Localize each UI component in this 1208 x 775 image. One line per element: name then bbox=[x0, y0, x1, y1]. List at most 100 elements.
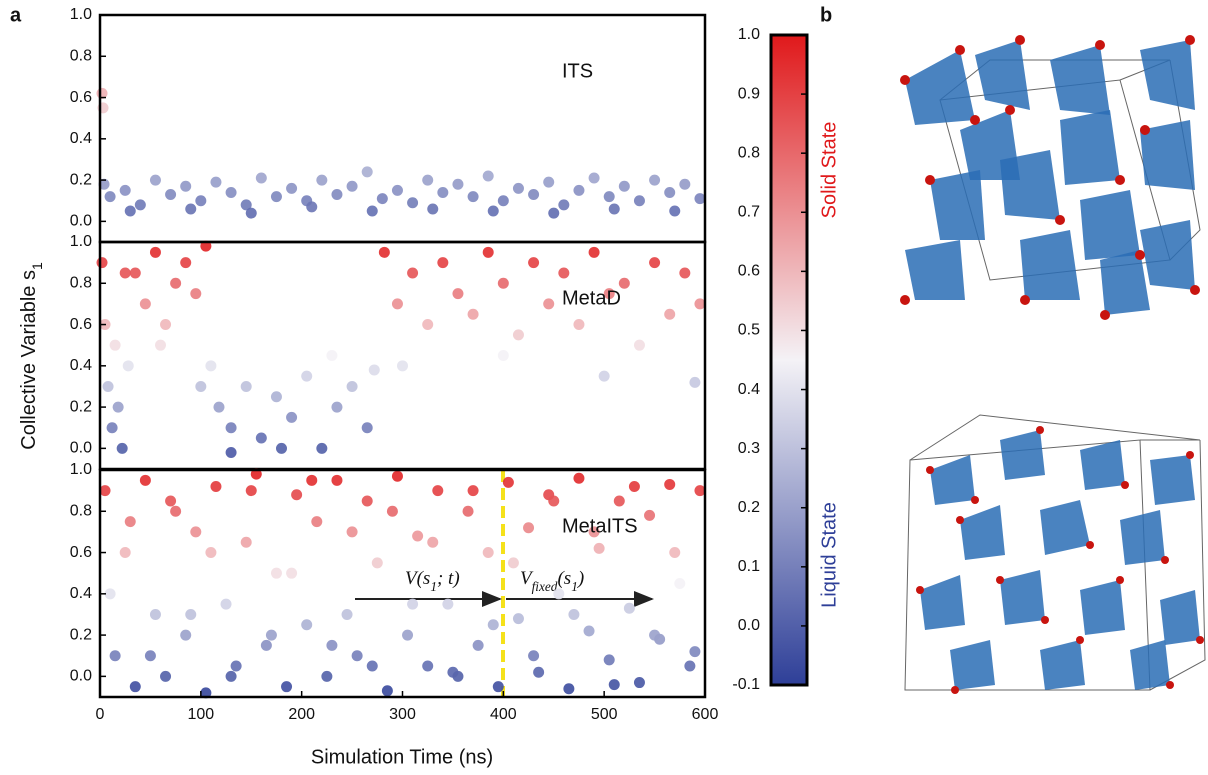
point bbox=[452, 178, 464, 190]
point bbox=[240, 380, 252, 392]
point bbox=[112, 401, 124, 413]
point bbox=[563, 683, 575, 695]
point bbox=[437, 186, 449, 198]
point bbox=[139, 298, 151, 310]
point bbox=[442, 598, 454, 610]
point bbox=[316, 174, 328, 186]
subscript: fixed bbox=[532, 579, 558, 594]
point bbox=[225, 422, 237, 434]
point bbox=[432, 485, 444, 497]
point bbox=[613, 495, 625, 507]
point bbox=[422, 660, 434, 672]
point bbox=[633, 677, 645, 689]
point bbox=[210, 481, 222, 493]
point bbox=[321, 670, 333, 682]
point bbox=[180, 629, 192, 641]
x-tick-label: 100 bbox=[187, 706, 214, 723]
point bbox=[270, 391, 282, 403]
point bbox=[116, 442, 128, 454]
point bbox=[276, 442, 287, 454]
subscript: 1 bbox=[29, 262, 45, 270]
point bbox=[669, 205, 681, 217]
point bbox=[265, 629, 277, 641]
point bbox=[149, 174, 161, 186]
point bbox=[245, 485, 257, 497]
subscript: 1 bbox=[430, 579, 437, 594]
point bbox=[165, 495, 177, 507]
colorbar-tick-label: 0.6 bbox=[738, 263, 760, 280]
text-part: ; t) bbox=[437, 568, 460, 589]
point bbox=[326, 639, 338, 651]
point bbox=[664, 478, 676, 490]
point bbox=[492, 681, 504, 693]
point bbox=[548, 207, 560, 219]
point bbox=[270, 567, 282, 579]
point bbox=[361, 495, 373, 507]
point bbox=[603, 288, 615, 300]
point bbox=[205, 547, 217, 559]
point bbox=[286, 182, 298, 194]
point bbox=[106, 422, 118, 434]
x-tick-label: 200 bbox=[288, 706, 315, 723]
point bbox=[240, 199, 252, 211]
point bbox=[558, 267, 570, 279]
point bbox=[497, 350, 509, 361]
point bbox=[497, 277, 509, 289]
point bbox=[225, 186, 237, 198]
point bbox=[281, 681, 293, 693]
state-label: Solid State bbox=[818, 122, 840, 219]
point bbox=[378, 246, 390, 258]
subscript: 1 bbox=[571, 579, 578, 594]
point bbox=[155, 339, 166, 351]
point bbox=[593, 542, 605, 554]
colorbar-tick-label: 0.3 bbox=[738, 440, 760, 457]
point bbox=[381, 685, 393, 697]
point bbox=[628, 481, 640, 493]
point bbox=[618, 277, 630, 289]
point bbox=[165, 189, 177, 201]
point bbox=[331, 401, 343, 413]
point bbox=[507, 557, 519, 569]
point bbox=[286, 411, 298, 423]
point bbox=[689, 376, 701, 388]
point bbox=[119, 547, 131, 559]
annotation: Vfixed(s1) bbox=[520, 568, 584, 593]
y-tick-label: 0.0 bbox=[70, 668, 92, 685]
point bbox=[694, 298, 706, 310]
y-tick-label: 0.2 bbox=[70, 626, 92, 643]
point bbox=[407, 197, 419, 209]
point bbox=[205, 360, 217, 372]
point bbox=[160, 670, 172, 682]
point bbox=[618, 180, 630, 192]
colorbar-tick-label: 0.7 bbox=[738, 203, 760, 220]
point bbox=[482, 547, 494, 559]
liquid-atoms bbox=[916, 426, 1204, 694]
point bbox=[649, 174, 661, 186]
point bbox=[109, 650, 121, 662]
point bbox=[623, 602, 635, 614]
point bbox=[240, 536, 252, 548]
y-tick-label: 0.4 bbox=[70, 357, 92, 374]
point bbox=[467, 191, 479, 203]
point bbox=[346, 526, 358, 538]
point bbox=[346, 380, 358, 392]
point bbox=[573, 184, 585, 196]
point bbox=[512, 329, 524, 341]
point bbox=[225, 446, 237, 458]
y-tick-label: 0.6 bbox=[70, 89, 92, 106]
point bbox=[679, 267, 691, 279]
point bbox=[391, 470, 403, 482]
panel-label: a bbox=[10, 4, 22, 26]
y-tick-label: 0.8 bbox=[70, 502, 92, 519]
y-tick-label: 0.0 bbox=[70, 440, 92, 457]
point bbox=[583, 625, 595, 637]
point bbox=[528, 189, 540, 201]
point bbox=[452, 288, 464, 300]
point bbox=[603, 654, 615, 666]
point bbox=[462, 505, 474, 517]
panel-title: MetaD bbox=[562, 287, 621, 309]
point bbox=[331, 189, 343, 201]
point bbox=[170, 277, 182, 289]
text-part: V(s bbox=[405, 568, 430, 589]
colorbar-tick-label: 0.9 bbox=[738, 85, 760, 102]
